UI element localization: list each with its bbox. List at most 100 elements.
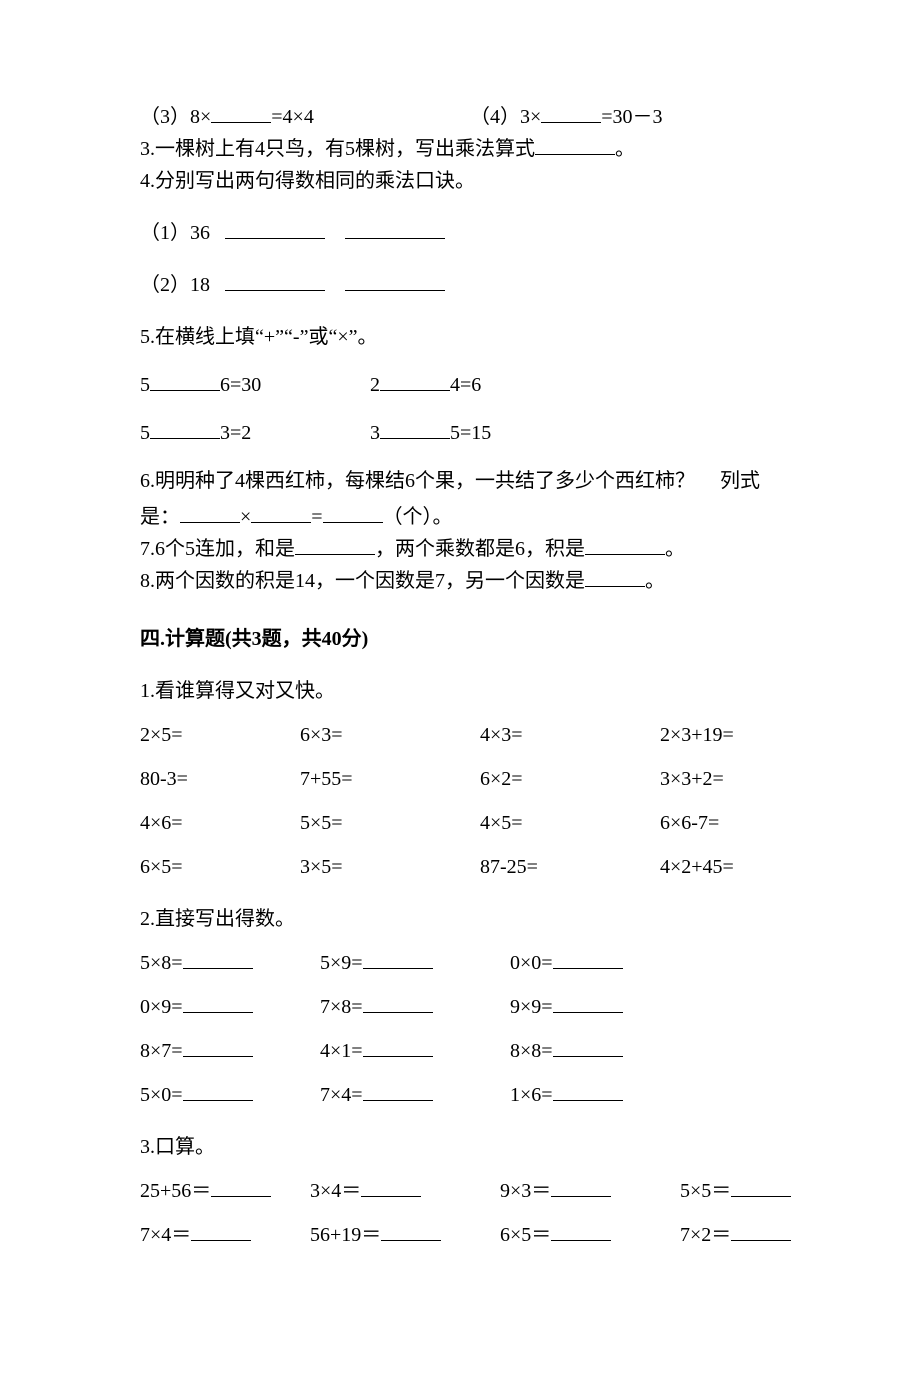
- text: 是：: [140, 506, 180, 528]
- cell: 3×3+2=: [660, 764, 820, 794]
- q7: 7.6个5连加，和是，两个乘数都是6，积是。: [140, 534, 780, 564]
- table-row: 5×8= 5×9=0×0=: [140, 948, 780, 978]
- text: 3: [370, 422, 380, 444]
- text: （3）8×: [140, 106, 211, 128]
- text: 25+56＝: [140, 1180, 211, 1202]
- text: 6=30: [220, 374, 261, 396]
- blank[interactable]: [553, 948, 623, 969]
- cell: 87-25=: [480, 852, 660, 882]
- table-row: 0×9=7×8=9×9=: [140, 992, 780, 1022]
- text: 6×5＝: [500, 1224, 551, 1246]
- blank[interactable]: [183, 1036, 253, 1057]
- blank[interactable]: [251, 502, 311, 523]
- blank[interactable]: [150, 418, 220, 439]
- cell: 35=15: [370, 418, 630, 448]
- blank[interactable]: [295, 534, 375, 555]
- q6-line1: 6.明明种了4棵西红柿，每棵结6个果，一共结了多少个西红柿？ 列式: [140, 466, 780, 496]
- blank[interactable]: [535, 134, 615, 155]
- text: （个）。: [383, 506, 453, 528]
- text: 列式: [720, 470, 760, 492]
- blank[interactable]: [345, 218, 445, 239]
- cell: 7×4＝: [140, 1220, 310, 1250]
- cell: 9×9=: [510, 992, 700, 1022]
- blank[interactable]: [363, 1080, 433, 1101]
- cell: 6×3=: [300, 720, 480, 750]
- blank[interactable]: [731, 1220, 791, 1241]
- cell: 2×3+19=: [660, 720, 820, 750]
- blank[interactable]: [225, 218, 325, 239]
- table-row: 5×0=7×4=1×6=: [140, 1080, 780, 1110]
- blank[interactable]: [361, 1176, 421, 1197]
- text: 。: [615, 138, 635, 160]
- blank[interactable]: [380, 418, 450, 439]
- cell: 7×2＝: [680, 1220, 840, 1250]
- blank[interactable]: [551, 1176, 611, 1197]
- text: =4×4: [271, 106, 314, 128]
- blank[interactable]: [363, 992, 433, 1013]
- cell: 6×2=: [480, 764, 660, 794]
- blank[interactable]: [731, 1176, 791, 1197]
- blank[interactable]: [585, 534, 665, 555]
- table-row: 8×7=4×1=8×8=: [140, 1036, 780, 1066]
- blank[interactable]: [585, 566, 645, 587]
- text: 5: [140, 422, 150, 444]
- blank[interactable]: [225, 270, 325, 291]
- blank[interactable]: [551, 1220, 611, 1241]
- text: 1×6=: [510, 1084, 553, 1106]
- text: 7×2＝: [680, 1224, 731, 1246]
- cell: 3×4＝: [310, 1176, 500, 1206]
- cell: 9×3＝: [500, 1176, 680, 1206]
- blank[interactable]: [211, 102, 271, 123]
- text: 8×8=: [510, 1040, 553, 1062]
- q5-row1: 56=30 24=6: [140, 370, 780, 400]
- text: 3.一棵树上有4只鸟，有5棵树，写出乘法算式: [140, 138, 535, 160]
- text: （4）3×: [470, 106, 541, 128]
- q5-title: 5.在横线上填“+”“-”或“×”。: [140, 322, 780, 352]
- text: =: [311, 506, 322, 528]
- text: 7×4＝: [140, 1224, 191, 1246]
- blank[interactable]: [345, 270, 445, 291]
- q2-4: （4）3×=30－3: [470, 102, 800, 132]
- p2-grid: 5×8=5×9=0×0=0×9=7×8=9×9=8×7=4×1=8×8=5×0=…: [140, 948, 780, 1110]
- cell: 8×7=: [140, 1036, 320, 1066]
- cell: 6×5＝: [500, 1220, 680, 1250]
- blank[interactable]: [323, 502, 383, 523]
- blank[interactable]: [191, 1220, 251, 1241]
- text: 4=6: [450, 374, 481, 396]
- cell: 5×5=: [300, 808, 480, 838]
- cell: 0×0=: [510, 948, 700, 978]
- p3-title: 3.口算。: [140, 1132, 780, 1162]
- cell: 5×9=: [320, 948, 510, 978]
- cell: 1×6=: [510, 1080, 700, 1110]
- blank[interactable]: [553, 1080, 623, 1101]
- table-row: 25+56＝ 3×4＝9×3＝5×5＝: [140, 1176, 780, 1206]
- blank[interactable]: [150, 370, 220, 391]
- blank[interactable]: [541, 102, 601, 123]
- blank[interactable]: [183, 992, 253, 1013]
- text: 2: [370, 374, 380, 396]
- cell: 53=2: [140, 418, 370, 448]
- cell: 5×0=: [140, 1080, 320, 1110]
- blank[interactable]: [183, 948, 253, 969]
- blank[interactable]: [553, 1036, 623, 1057]
- text: 5×8=: [140, 952, 183, 974]
- blank[interactable]: [211, 1176, 271, 1197]
- blank[interactable]: [381, 1220, 441, 1241]
- p3-grid: 25+56＝3×4＝9×3＝5×5＝7×4＝56+19＝6×5＝7×2＝: [140, 1176, 780, 1250]
- blank[interactable]: [183, 1080, 253, 1101]
- text: 7×8=: [320, 996, 363, 1018]
- text: 5×5＝: [680, 1180, 731, 1202]
- cell: 5×8=: [140, 948, 320, 978]
- blank[interactable]: [180, 502, 240, 523]
- cell: 8×8=: [510, 1036, 700, 1066]
- text: ，两个乘数都是6，积是: [375, 538, 585, 560]
- blank[interactable]: [553, 992, 623, 1013]
- cell: 7×4=: [320, 1080, 510, 1110]
- cell: 4×1=: [320, 1036, 510, 1066]
- table-row: 6×5=3×5=87-25=4×2+45=: [140, 852, 780, 882]
- q4-row2: （2）18: [140, 270, 780, 300]
- text: 8.两个因数的积是14，一个因数是7，另一个因数是: [140, 570, 585, 592]
- blank[interactable]: [363, 948, 433, 969]
- blank[interactable]: [380, 370, 450, 391]
- blank[interactable]: [363, 1036, 433, 1057]
